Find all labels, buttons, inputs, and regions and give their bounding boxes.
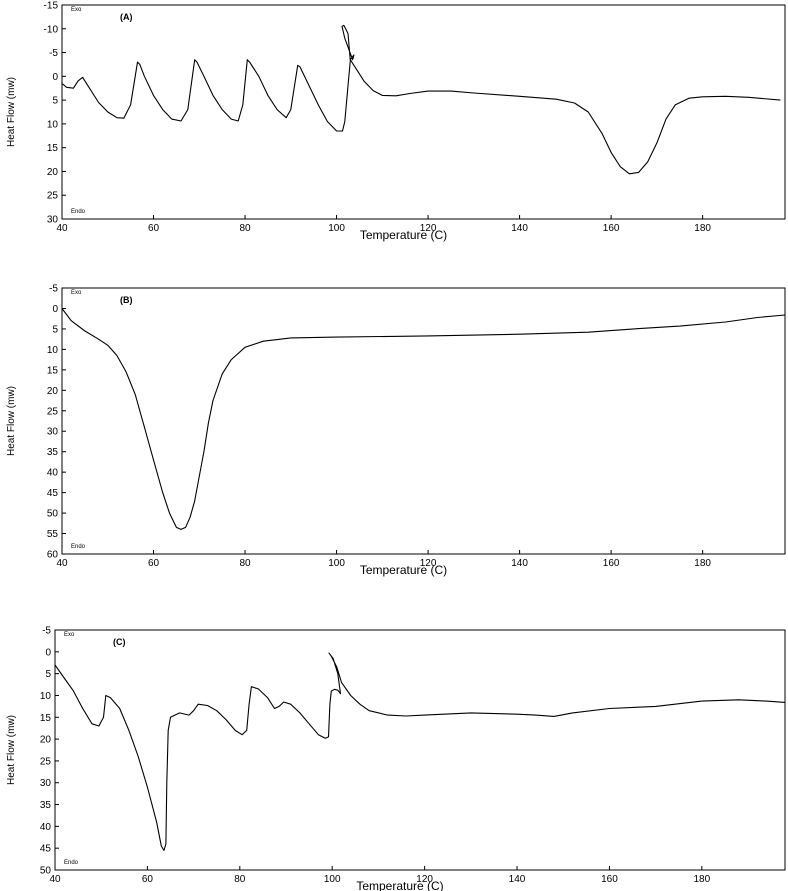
exo-label: Exo <box>64 632 75 638</box>
y-tick-label: 25 <box>47 406 59 417</box>
exo-label: Exo <box>71 7 82 13</box>
y-tick-label: -5 <box>49 284 58 295</box>
x-tick-label: 80 <box>239 223 251 234</box>
y-tick-label: 10 <box>47 119 59 130</box>
y-tick-label: 15 <box>47 143 59 154</box>
endo-label: Endo <box>64 860 79 866</box>
y-axis-title: Heat Flow (mw) <box>6 386 17 456</box>
x-tick-label: 160 <box>601 874 618 885</box>
x-tick-label: 120 <box>416 874 433 885</box>
x-tick-label: 40 <box>49 874 61 885</box>
y-tick-label: 0 <box>52 304 58 315</box>
y-tick-label: -15 <box>44 1 59 12</box>
y-tick-label: 55 <box>47 529 59 540</box>
y-tick-label: 5 <box>52 96 58 107</box>
y-tick-label: 5 <box>52 324 58 335</box>
x-tick-label: 80 <box>234 874 246 885</box>
y-tick-label: 5 <box>45 669 51 680</box>
y-tick-label: 50 <box>47 509 59 520</box>
y-tick-label: 30 <box>47 215 59 226</box>
x-tick-label: 40 <box>56 558 68 569</box>
y-tick-label: 0 <box>52 72 58 83</box>
panel-label: (A) <box>120 12 133 22</box>
y-tick-label: 50 <box>40 866 52 877</box>
x-tick-label: 60 <box>148 223 160 234</box>
x-tick-label: 60 <box>142 874 154 885</box>
x-tick-label: 100 <box>324 874 341 885</box>
x-axis-title: Temperature (C) <box>360 563 447 577</box>
panel-label: (C) <box>113 637 126 647</box>
x-tick-label: 140 <box>511 558 528 569</box>
y-axis-title: Heat Flow (mw) <box>6 77 17 147</box>
y-tick-label: 25 <box>40 756 52 767</box>
endo-label: Endo <box>71 209 86 215</box>
x-tick-label: 100 <box>328 223 345 234</box>
y-tick-label: 10 <box>40 691 52 702</box>
y-tick-label: 10 <box>47 345 59 356</box>
exo-label: Exo <box>71 290 82 296</box>
heat-flow-curve <box>61 308 786 530</box>
y-tick-label: -5 <box>42 626 51 637</box>
x-tick-label: 60 <box>148 558 160 569</box>
plot-frame <box>54 629 786 871</box>
plot-frame <box>61 287 786 555</box>
y-tick-label: 35 <box>40 800 52 811</box>
x-tick-label: 100 <box>328 558 345 569</box>
y-tick-label: 60 <box>47 550 59 561</box>
y-tick-label: -10 <box>44 24 59 35</box>
x-tick-label: 120 <box>420 558 437 569</box>
x-tick-label: 180 <box>694 223 711 234</box>
x-tick-label: 140 <box>509 874 526 885</box>
y-tick-label: 20 <box>40 735 52 746</box>
y-axis-title: Heat Flow (mw) <box>6 715 17 785</box>
y-tick-label: 45 <box>47 488 59 499</box>
y-tick-label: 40 <box>40 822 52 833</box>
y-tick-label: -5 <box>49 48 58 59</box>
x-tick-label: 160 <box>603 223 620 234</box>
y-tick-label: 20 <box>47 167 59 178</box>
y-tick-label: 0 <box>45 647 51 658</box>
y-tick-label: 30 <box>47 427 59 438</box>
endo-label: Endo <box>71 544 86 550</box>
x-tick-label: 80 <box>239 558 251 569</box>
x-tick-label: 180 <box>693 874 710 885</box>
y-tick-label: 35 <box>47 447 59 458</box>
x-tick-label: 120 <box>420 223 437 234</box>
panel-label: (B) <box>120 295 133 305</box>
y-tick-label: 15 <box>40 713 52 724</box>
y-tick-label: 20 <box>47 386 59 397</box>
y-tick-label: 40 <box>47 468 59 479</box>
x-tick-label: 180 <box>694 558 711 569</box>
x-axis-title: Temperature (C) <box>356 879 443 891</box>
x-axis-title: Temperature (C) <box>360 228 447 242</box>
heat-flow-curve <box>61 24 781 175</box>
heat-flow-curve <box>54 652 786 851</box>
y-tick-label: 25 <box>47 191 59 202</box>
y-tick-label: 45 <box>40 844 52 855</box>
y-tick-label: 15 <box>47 365 59 376</box>
x-tick-label: 140 <box>511 223 528 234</box>
y-tick-label: 30 <box>40 778 52 789</box>
x-tick-label: 40 <box>56 223 68 234</box>
plot-frame <box>61 4 786 220</box>
x-tick-label: 160 <box>603 558 620 569</box>
